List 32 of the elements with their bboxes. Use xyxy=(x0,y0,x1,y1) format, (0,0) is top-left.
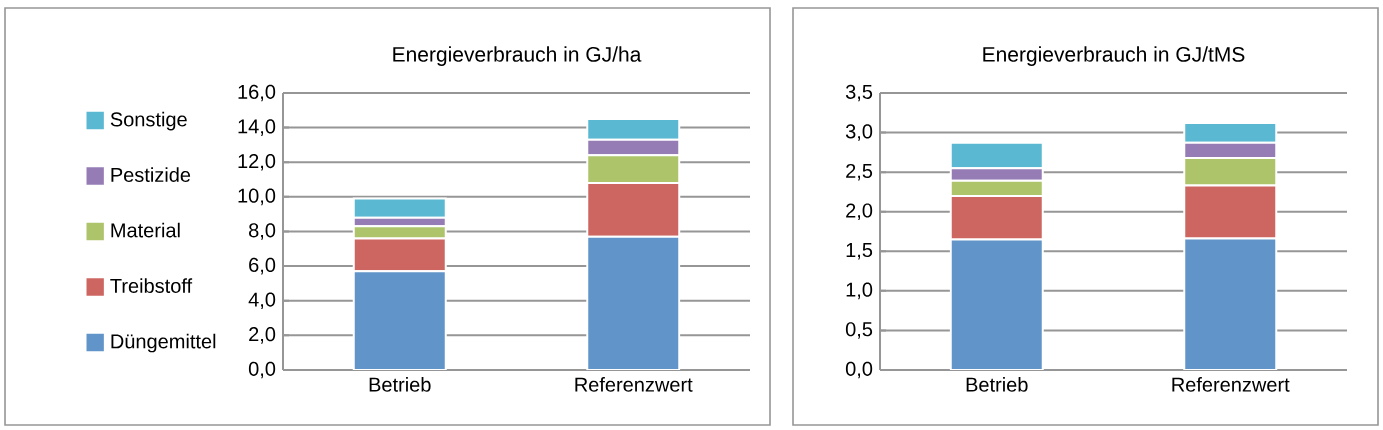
y-tick-label: 0,0 xyxy=(845,361,873,379)
legend-label: Pestizide xyxy=(111,167,191,182)
chart-title: Energieverbrauch in GJ/ha xyxy=(393,46,642,66)
y-tick-label: 2,5 xyxy=(846,163,873,181)
y-tick-label: 14,0 xyxy=(238,119,276,136)
legend-label: Düngemittel xyxy=(111,333,216,353)
y-tick-label: 2,0 xyxy=(846,203,873,220)
y-tick-label: 3,5 xyxy=(845,84,873,102)
x-tick-label: Betrieb xyxy=(369,377,431,392)
y-tick-label: 16,0 xyxy=(238,84,276,102)
legend-label: Sonstige xyxy=(110,111,187,131)
x-tick-label: Betrieb xyxy=(966,377,1028,392)
y-tick-label: 6,0 xyxy=(249,257,276,275)
bar xyxy=(352,270,447,370)
y-tick-label: 1,0 xyxy=(846,282,873,300)
y-tick-label: 2,0 xyxy=(249,327,276,344)
y-tick-label: 0,5 xyxy=(845,322,873,339)
bar xyxy=(1183,237,1278,370)
x-tick-label: Referenzwert xyxy=(575,377,693,392)
y-tick-label: 0,0 xyxy=(248,361,276,379)
legend-label: Treibstoff xyxy=(110,278,193,293)
y-tick-label: 3,0 xyxy=(845,124,873,141)
bar xyxy=(586,235,681,370)
x-tick-label: Referenzwert xyxy=(1172,377,1290,392)
y-tick-label: 4,0 xyxy=(248,292,276,310)
y-tick-label: 10,0 xyxy=(238,188,276,206)
y-tick-label: 8,0 xyxy=(249,223,276,240)
y-tick-label: 12,0 xyxy=(238,154,276,171)
bar xyxy=(949,238,1044,370)
legend-label: Material xyxy=(111,222,180,238)
y-tick-label: 1,5 xyxy=(846,243,873,260)
chart-title: Energieverbrauch in GJ/tMS xyxy=(983,46,1245,66)
